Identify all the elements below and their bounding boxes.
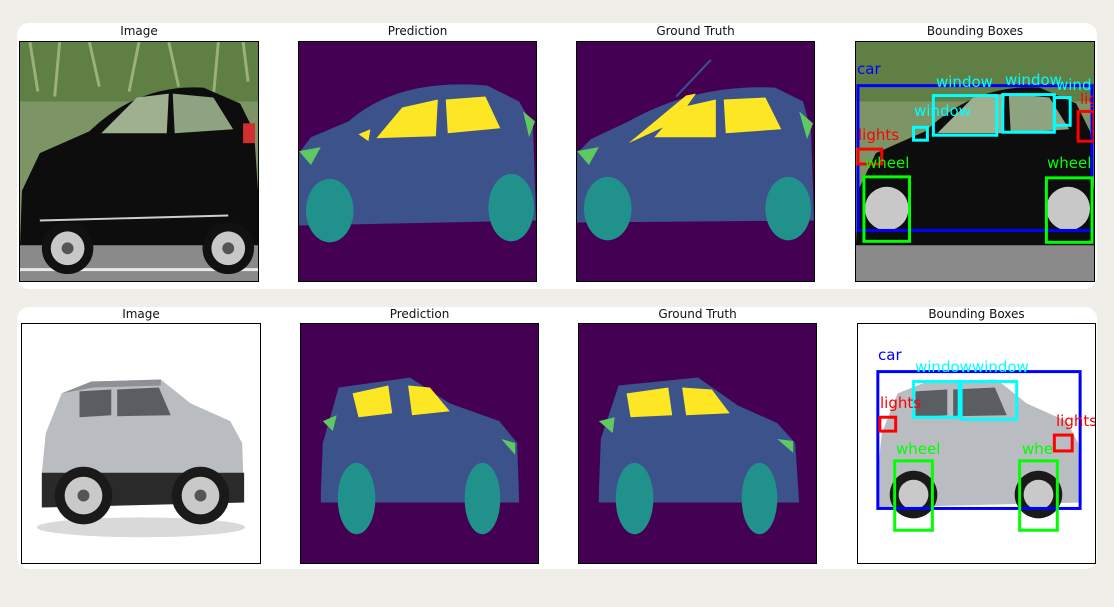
box-label-wheel: wheel	[865, 154, 910, 172]
image-panel: Image	[21, 307, 261, 564]
prediction-panel: Prediction	[298, 24, 537, 282]
panel-title: Bounding Boxes	[926, 24, 1024, 38]
wheel-box	[1044, 176, 1094, 244]
panel-title: Ground Truth	[658, 307, 737, 321]
box-label-wheel: wheel	[896, 440, 941, 458]
window-box	[1052, 96, 1072, 127]
segmentation-prediction-2	[300, 323, 539, 564]
box-label-wheel: wheel	[1047, 154, 1092, 172]
panel-title: Bounding Boxes	[928, 307, 1025, 321]
box-label-lights: lights	[880, 394, 922, 412]
box-label-window: window	[1005, 71, 1062, 89]
bounding-boxes-panel: Bounding Boxes car window	[855, 24, 1095, 282]
box-label-lights: lights	[1056, 412, 1096, 430]
box-label-car: car	[878, 346, 902, 364]
window-box	[931, 94, 999, 137]
car-box	[876, 370, 1082, 510]
ground-truth-panel: Ground Truth	[578, 307, 817, 564]
box-label-window: window	[936, 73, 993, 91]
segmentation-prediction-1	[298, 41, 537, 282]
panel-title: Image	[120, 24, 158, 38]
box-label-lights: lig	[1080, 90, 1094, 108]
window-box	[959, 380, 1019, 421]
window-box	[912, 380, 961, 419]
box-label-window: windowwindow	[915, 358, 1029, 376]
panel-title: Prediction	[387, 24, 448, 38]
prediction-panel: Prediction	[300, 307, 539, 564]
bounding-boxes-panel: Bounding Boxes car windowwindow lights	[857, 307, 1096, 564]
segmentation-ground-truth-2	[578, 323, 817, 564]
lights-box	[1052, 433, 1074, 453]
wheel-box	[893, 459, 934, 532]
box-label-window: wind	[1056, 76, 1092, 94]
panel-title: Prediction	[389, 307, 450, 321]
lights-box	[1076, 109, 1094, 143]
ground-truth-panel: Ground Truth	[576, 24, 815, 282]
car-photo-with-boxes-1: car window window wind window lights lig…	[855, 41, 1095, 282]
wheel-box	[1018, 459, 1059, 532]
box-label-wheel: whe	[1022, 440, 1054, 458]
lights-box	[856, 147, 884, 166]
image-panel: Image	[19, 24, 259, 282]
segmentation-ground-truth-1	[576, 41, 815, 282]
lights-box	[878, 415, 898, 433]
window-box	[912, 125, 929, 142]
panel-title: Ground Truth	[656, 24, 735, 38]
box-label-window: window	[914, 102, 971, 120]
car-photo-with-boxes-2: car windowwindow lights lights wheel whe	[857, 323, 1096, 564]
car-photo-1	[19, 41, 259, 282]
wheel-box	[862, 175, 912, 243]
box-label-lights: lights	[858, 126, 900, 144]
panel-title: Image	[122, 307, 160, 321]
box-label-car: car	[857, 60, 881, 78]
car-photo-2	[21, 323, 261, 564]
